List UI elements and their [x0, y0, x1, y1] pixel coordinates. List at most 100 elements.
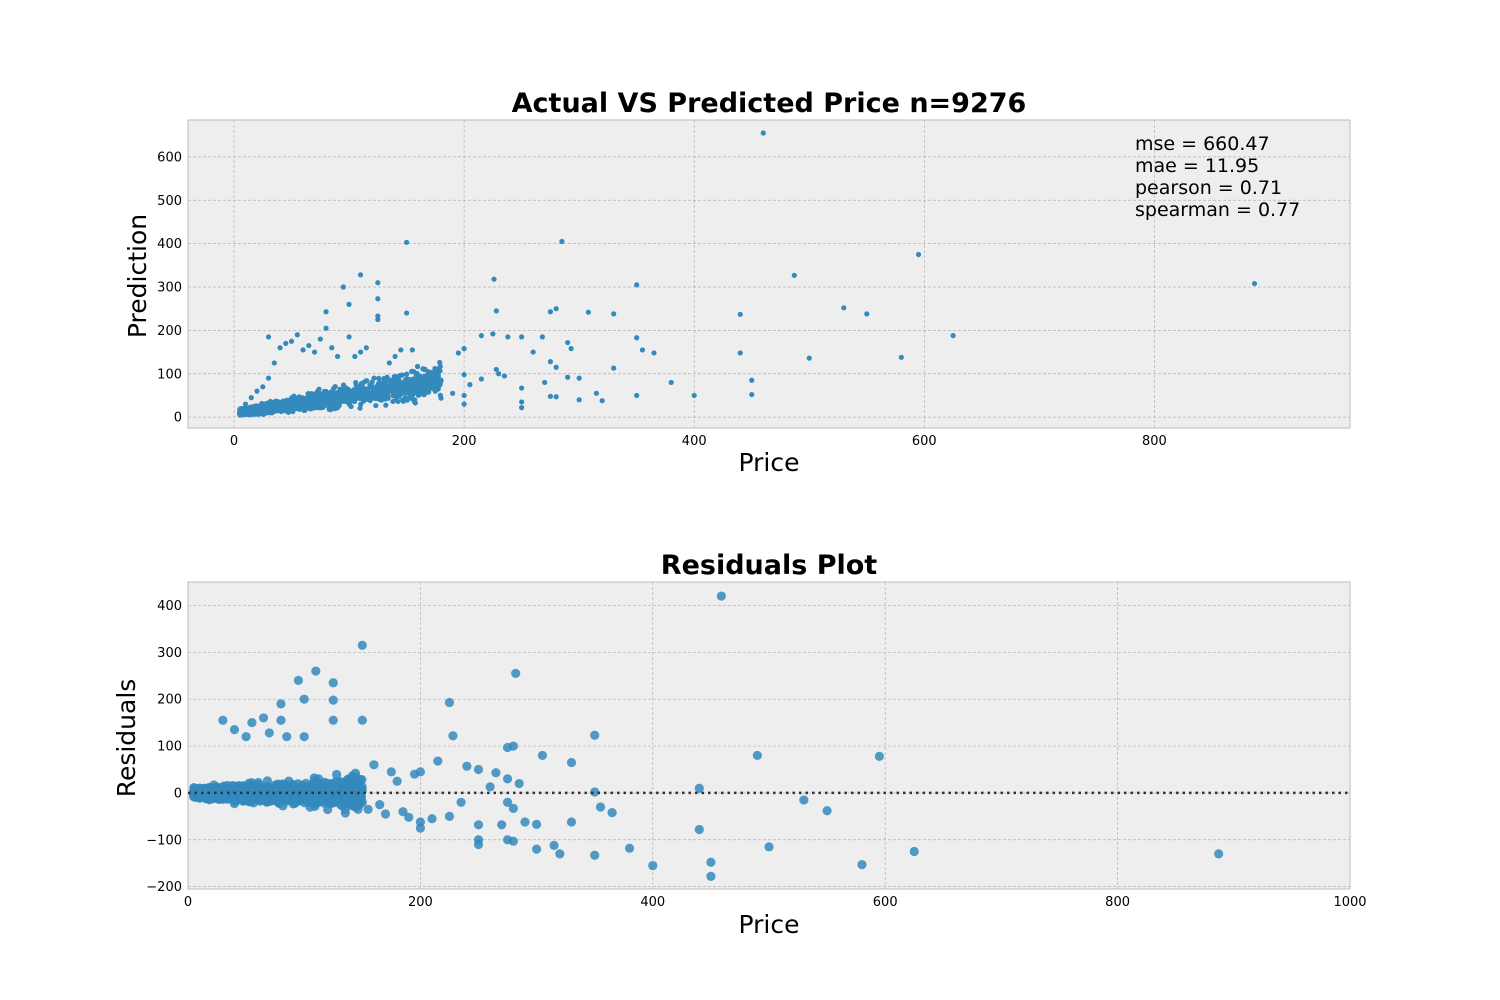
- data-point: [473, 764, 484, 775]
- data-point: [1251, 280, 1258, 287]
- data-point: [390, 377, 396, 383]
- data-point: [375, 800, 385, 810]
- data-point: [229, 725, 240, 735]
- data-point: [352, 353, 358, 360]
- data-point: [328, 678, 338, 688]
- data-point: [520, 817, 530, 827]
- data-point: [403, 239, 410, 245]
- data-point: [547, 359, 554, 365]
- data-point: [284, 776, 294, 786]
- data-point: [288, 338, 295, 344]
- data-point: [412, 386, 418, 392]
- x-tick-label: 200: [408, 895, 433, 910]
- data-point: [377, 388, 384, 394]
- data-point: [339, 793, 349, 803]
- x-tick-labels: 0 200 400 600 800 1000: [184, 895, 1367, 910]
- data-point: [799, 795, 809, 805]
- data-point: [576, 397, 582, 403]
- data-point: [493, 308, 499, 314]
- y-tick-label: 100: [157, 740, 182, 755]
- data-point: [294, 332, 300, 338]
- data-point: [508, 803, 518, 813]
- data-point: [425, 389, 432, 395]
- data-point: [519, 334, 525, 340]
- data-point: [634, 392, 640, 399]
- data-point: [491, 276, 497, 282]
- data-point: [260, 384, 266, 390]
- data-point: [511, 668, 521, 678]
- data-point: [595, 802, 606, 812]
- data-point: [399, 372, 405, 378]
- stat-mse: mse = 660.47: [1135, 133, 1270, 155]
- data-point: [360, 398, 367, 404]
- data-point: [328, 695, 338, 705]
- data-point: [417, 389, 423, 395]
- data-point: [351, 396, 357, 402]
- data-point: [514, 778, 524, 789]
- data-point: [347, 782, 357, 792]
- data-point: [306, 342, 312, 349]
- data-point: [585, 309, 591, 315]
- data-point: [568, 346, 574, 352]
- data-point: [461, 372, 467, 378]
- data-point: [752, 750, 762, 761]
- data-point: [409, 347, 415, 353]
- data-point: [764, 842, 774, 852]
- data-point: [361, 379, 367, 385]
- data-point: [271, 360, 277, 366]
- y-tick-label: 600: [157, 150, 182, 165]
- y-tick-label: −200: [146, 880, 182, 895]
- data-point: [311, 403, 317, 409]
- data-point: [394, 384, 400, 390]
- data-point: [375, 393, 381, 399]
- data-point: [549, 840, 559, 851]
- data-point: [898, 354, 904, 360]
- data-point: [264, 409, 270, 415]
- data-point: [473, 820, 484, 830]
- data-point: [383, 402, 389, 408]
- data-point: [607, 808, 617, 818]
- data-point: [566, 817, 577, 827]
- data-point: [420, 366, 426, 372]
- data-point: [276, 715, 286, 725]
- data-point: [407, 379, 413, 385]
- x-tick-label: 400: [682, 434, 707, 449]
- data-point: [380, 395, 386, 401]
- data-point: [346, 301, 352, 307]
- data-point: [791, 272, 797, 278]
- data-point: [590, 787, 600, 797]
- data-point: [760, 130, 766, 136]
- y-tick-label: 400: [157, 237, 182, 252]
- data-point: [346, 334, 352, 340]
- data-point: [357, 797, 367, 807]
- data-point: [357, 272, 364, 278]
- data-point: [532, 844, 542, 854]
- data-point: [195, 792, 206, 802]
- data-point: [258, 713, 269, 723]
- data-point: [339, 397, 346, 403]
- data-point: [304, 401, 310, 407]
- data-point: [437, 359, 443, 366]
- data-point: [624, 843, 635, 853]
- scatter-panel-residuals: Residuals Plot 0 200 400 600 800 1000 −200−10…: [112, 550, 1367, 939]
- data-point: [404, 371, 410, 377]
- x-tick-label: 600: [912, 434, 937, 449]
- y-tick-label: 500: [157, 194, 182, 209]
- data-point: [335, 777, 345, 787]
- data-point: [375, 280, 381, 286]
- data-point: [433, 373, 439, 380]
- data-point: [332, 384, 338, 390]
- data-point: [706, 871, 716, 881]
- data-point: [493, 366, 499, 373]
- x-tick-label: 800: [1142, 434, 1167, 449]
- x-tick-label: 800: [1105, 895, 1130, 910]
- data-point: [348, 403, 354, 410]
- data-point: [331, 395, 337, 401]
- data-point: [553, 306, 559, 312]
- data-point: [218, 715, 228, 725]
- data-point: [565, 339, 571, 346]
- data-point: [433, 369, 439, 375]
- plot-area: [187, 119, 1351, 429]
- data-point: [611, 365, 617, 371]
- data-point: [547, 309, 554, 315]
